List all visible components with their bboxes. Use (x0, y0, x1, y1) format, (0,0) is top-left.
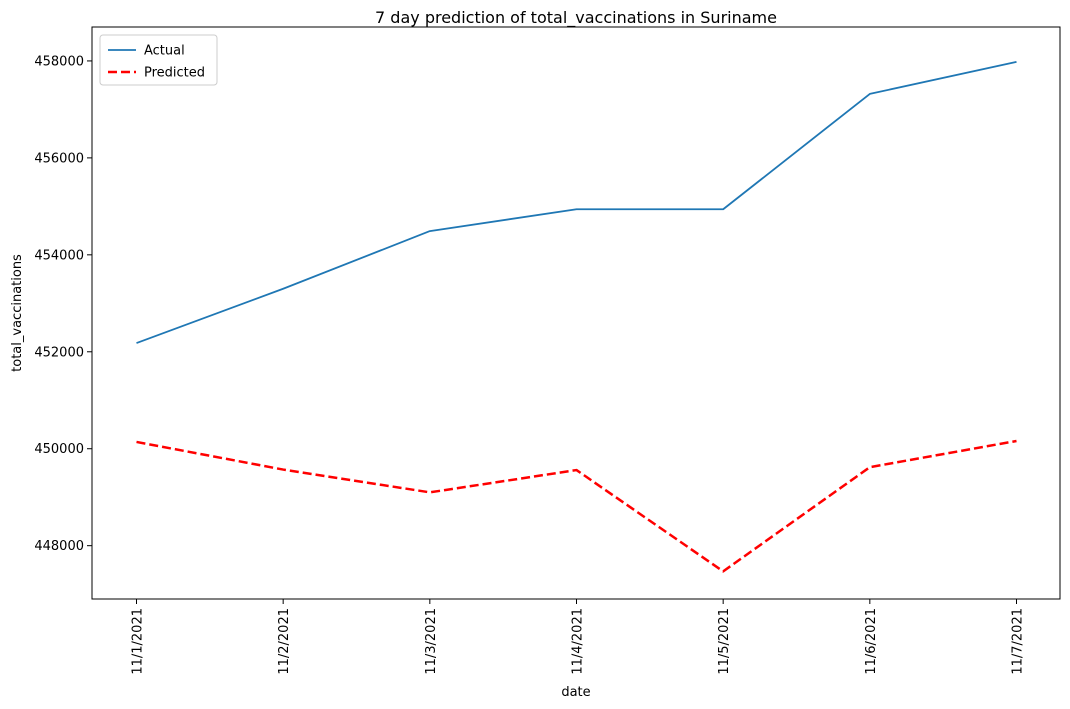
y-tick-label: 456000 (34, 151, 84, 166)
legend-label-predicted: Predicted (144, 66, 205, 81)
x-axis-title: date (561, 685, 590, 700)
plot-area (136, 61, 1018, 573)
data-point-actual (1016, 61, 1018, 63)
x-tick-label: 11/6/2021 (864, 608, 879, 675)
data-point-predicted (869, 466, 871, 468)
x-tick-label: 11/3/2021 (424, 608, 439, 675)
data-point-actual (869, 93, 871, 95)
y-tick-label: 458000 (34, 54, 84, 69)
data-point-actual (722, 208, 724, 210)
x-tick-label: 11/7/2021 (1011, 608, 1026, 675)
x-tick-label: 11/5/2021 (717, 608, 732, 675)
data-point-predicted (282, 469, 284, 471)
y-tick-label: 452000 (34, 345, 84, 360)
data-point-predicted (576, 469, 578, 471)
data-point-actual (136, 342, 138, 344)
data-point-predicted (722, 570, 724, 572)
y-axis: 448000 450000 452000 454000 456000 458000 (34, 54, 92, 554)
legend: Actual Predicted (99, 34, 218, 86)
y-tick-label: 450000 (34, 442, 84, 457)
x-tick-label: 11/1/2021 (131, 608, 146, 675)
series-line-predicted (136, 439, 1017, 573)
y-tick-label: 448000 (34, 539, 84, 554)
x-axis: 11/1/2021 11/2/2021 11/3/2021 11/4/2021 11/5… (131, 599, 1026, 675)
legend-label-actual: Actual (144, 44, 185, 59)
y-tick-label: 454000 (34, 248, 84, 263)
data-point-actual (282, 288, 284, 290)
plot-frame (91, 26, 1061, 600)
y-axis-title: total_vaccinations (10, 254, 25, 372)
chart-title: 7 day prediction of total_vaccinations i… (375, 8, 777, 28)
data-point-predicted (1016, 440, 1018, 442)
data-point-predicted (429, 491, 431, 493)
x-tick-label: 11/4/2021 (571, 608, 586, 675)
data-point-actual (576, 208, 578, 210)
data-point-predicted (136, 441, 138, 443)
x-tick-label: 11/2/2021 (277, 608, 292, 675)
data-point-actual (429, 230, 431, 232)
series-line-actual (136, 61, 1017, 344)
